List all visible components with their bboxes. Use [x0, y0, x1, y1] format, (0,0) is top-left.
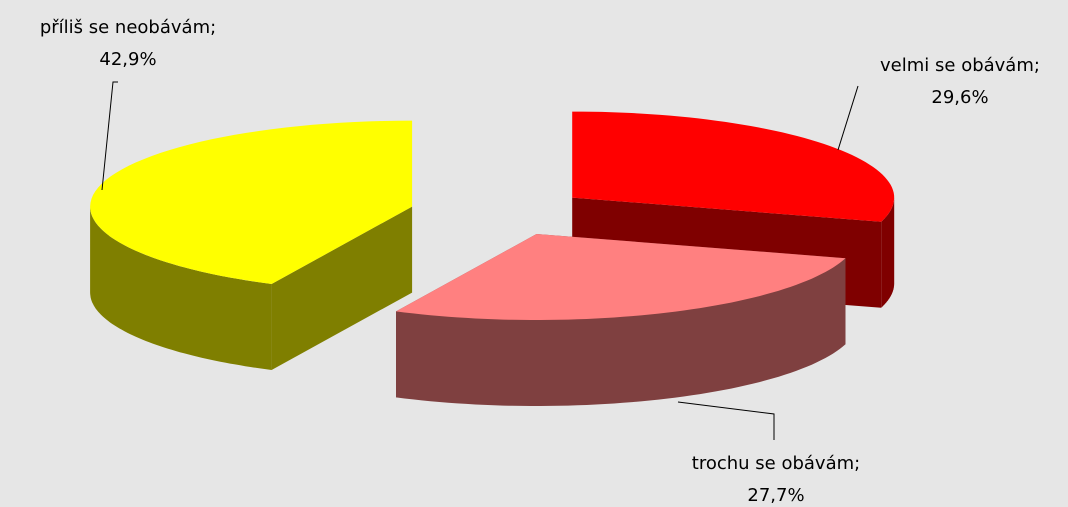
- data-label-value: 42,9%: [99, 49, 156, 70]
- slice: [396, 234, 846, 406]
- slice-side: [396, 258, 846, 406]
- data-label-value: 27,7%: [747, 485, 804, 506]
- data-label-name: příliš se neobávám;: [40, 17, 216, 38]
- leader-line: [101, 81, 118, 191]
- leader-line: [837, 85, 859, 151]
- slice-side: [90, 206, 272, 370]
- slice: [90, 120, 413, 370]
- leader-line: [677, 401, 775, 440]
- slice: [396, 234, 846, 320]
- data-label-name: trochu se obávám;: [692, 453, 860, 474]
- slice-wall: [271, 206, 413, 370]
- data-label-value: 29,6%: [931, 87, 988, 108]
- slice-side: [881, 197, 895, 308]
- slice: [90, 120, 413, 284]
- data-label-name: velmi se obávám;: [880, 55, 1040, 76]
- slice: [572, 111, 895, 222]
